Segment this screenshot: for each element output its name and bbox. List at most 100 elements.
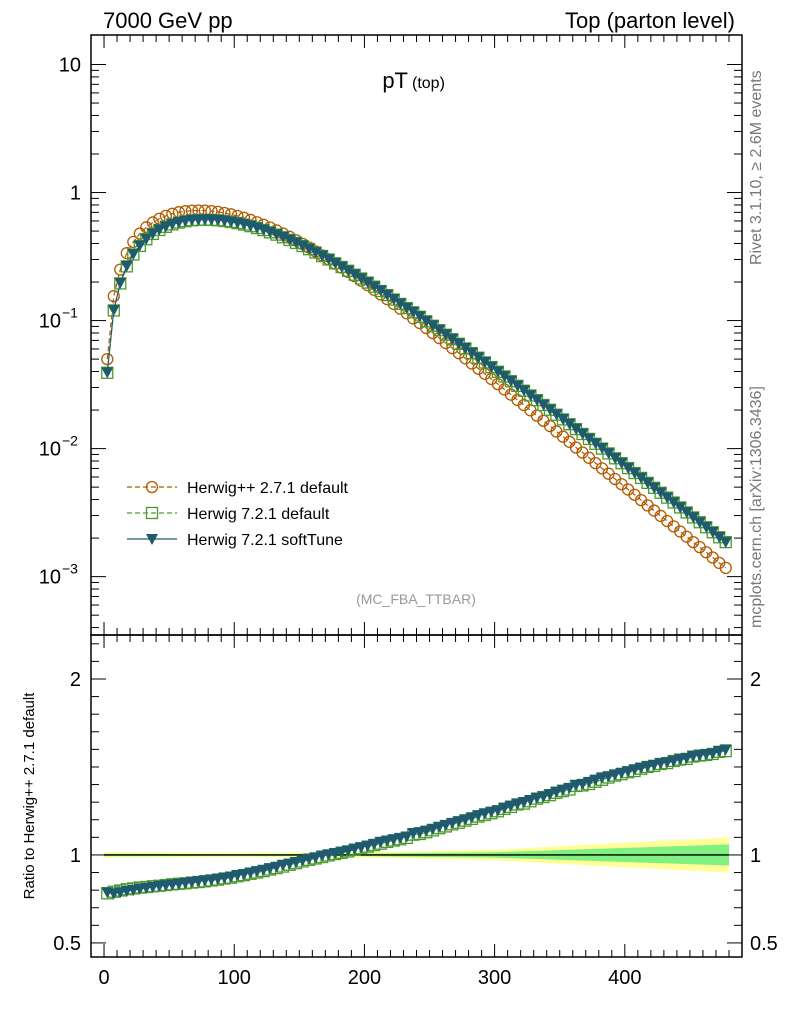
legend-marker-circle <box>145 480 159 494</box>
data-point-triangle <box>654 487 667 499</box>
rivet-label: Rivet 3.1.10, ≥ 2.6M events <box>748 70 765 265</box>
data-point-triangle <box>504 375 517 387</box>
data-point-triangle <box>342 265 355 277</box>
ratio-panel: Ratio to Herwig++ 2.7.1 default <box>21 634 743 958</box>
data-point-triangle <box>303 243 316 255</box>
ratio-y-tick-label-right: 1 <box>750 845 761 867</box>
data-point-triangle <box>485 361 498 373</box>
data-point-triangle <box>524 390 537 402</box>
y-tick-label-exponent: −1 <box>62 305 78 321</box>
data-point-triangle <box>381 289 394 301</box>
data-point-triangle <box>420 315 433 327</box>
ratio-layer <box>90 635 743 957</box>
data-point-triangle <box>589 774 602 786</box>
data-point-triangle <box>309 852 322 864</box>
data-point-triangle <box>576 428 589 440</box>
data-point-triangle <box>342 845 355 857</box>
data-point-triangle <box>146 228 159 240</box>
data-point-triangle <box>511 380 524 392</box>
data-point-triangle <box>498 371 511 383</box>
data-point-triangle <box>719 537 732 549</box>
data-point-triangle <box>133 240 146 252</box>
data-point-triangle <box>348 269 361 281</box>
ratio-y-tick-label-right: 0.5 <box>750 933 778 955</box>
data-point-triangle <box>270 861 283 873</box>
data-point-triangle <box>719 744 732 756</box>
data-point-triangle <box>543 789 556 801</box>
data-point-triangle <box>635 472 648 484</box>
data-point-triangle <box>569 423 582 435</box>
data-point-triangle <box>498 802 511 814</box>
data-point-triangle <box>439 819 452 831</box>
data-point-triangle <box>296 240 309 252</box>
y-tick-label: 1 <box>70 183 81 205</box>
data-point-triangle <box>706 527 719 539</box>
data-point-circle <box>719 561 732 575</box>
data-point-triangle <box>583 433 596 445</box>
data-point-triangle <box>368 838 381 850</box>
data-point-triangle <box>107 304 120 316</box>
data-point-triangle <box>680 752 693 764</box>
ratio-y-axis-label: Ratio to Herwig++ 2.7.1 default <box>21 692 38 900</box>
data-point-triangle <box>661 492 674 504</box>
ratio-y-tick-label: 0.5 <box>53 933 81 955</box>
data-point-triangle <box>472 810 485 822</box>
data-point-triangle <box>491 366 504 378</box>
data-point-triangle <box>517 796 530 808</box>
data-point-triangle <box>641 477 654 489</box>
data-point-triangle <box>439 329 452 341</box>
data-point-triangle <box>537 399 550 411</box>
data-point-triangle <box>602 771 615 783</box>
legend-marker-square <box>145 506 159 520</box>
data-point-triangle <box>524 795 537 807</box>
data-point-triangle <box>407 306 420 318</box>
data-point-triangle <box>504 800 517 812</box>
data-point-triangle <box>446 333 459 345</box>
data-point-triangle <box>713 531 726 543</box>
main-panel: pT (top) (MC_FBA_TTBAR) Herwig++ 2.7.1 d… <box>90 34 743 636</box>
data-point-triangle <box>622 766 635 778</box>
data-point-triangle <box>563 782 576 794</box>
data-point-triangle <box>589 438 602 450</box>
data-point-triangle <box>596 443 609 455</box>
data-point-triangle <box>361 277 374 289</box>
data-point-triangle <box>615 457 628 469</box>
data-point-triangle <box>413 311 426 323</box>
data-point-triangle <box>166 218 179 230</box>
data-point-triangle <box>530 394 543 406</box>
legend-label: Herwig++ 2.7.1 default <box>187 480 349 497</box>
data-point-triangle <box>648 482 661 494</box>
mcplots-label: mcplots.cern.ch [arXiv:1306.3436] <box>748 386 765 628</box>
data-point-triangle <box>700 522 713 534</box>
data-point-triangle <box>374 285 387 297</box>
x-tick-label: 200 <box>348 967 381 989</box>
legend: Herwig++ 2.7.1 default Herwig 7.2.1 defa… <box>127 480 349 549</box>
data-point-triangle <box>322 254 335 266</box>
y-tick-label-base: 10 <box>39 311 61 333</box>
data-point-triangle <box>316 250 329 262</box>
data-point-triangle <box>452 338 465 350</box>
data-point-triangle <box>517 385 530 397</box>
data-point-triangle <box>576 778 589 790</box>
data-point-triangle <box>491 805 504 817</box>
data-point-triangle <box>426 320 439 332</box>
data-point-triangle <box>114 277 127 289</box>
data-point-triangle <box>140 233 153 245</box>
data-point-triangle <box>550 786 563 798</box>
data-point-triangle <box>433 821 446 833</box>
data-point-triangle <box>309 247 322 259</box>
main-layer <box>90 35 743 635</box>
data-point-triangle <box>693 517 706 529</box>
header-right: Top (parton level) <box>565 8 735 33</box>
data-point-triangle <box>706 748 719 760</box>
data-point-triangle <box>426 823 439 835</box>
ratio-y-tick-label: 1 <box>70 845 81 867</box>
data-point-triangle <box>387 294 400 306</box>
legend-marker-triangle <box>146 534 158 545</box>
ratio-y-tick-label: 2 <box>70 669 81 691</box>
data-point-triangle <box>101 367 114 379</box>
data-point-triangle <box>667 497 680 509</box>
data-point-triangle <box>543 404 556 416</box>
data-point-triangle <box>602 448 615 460</box>
